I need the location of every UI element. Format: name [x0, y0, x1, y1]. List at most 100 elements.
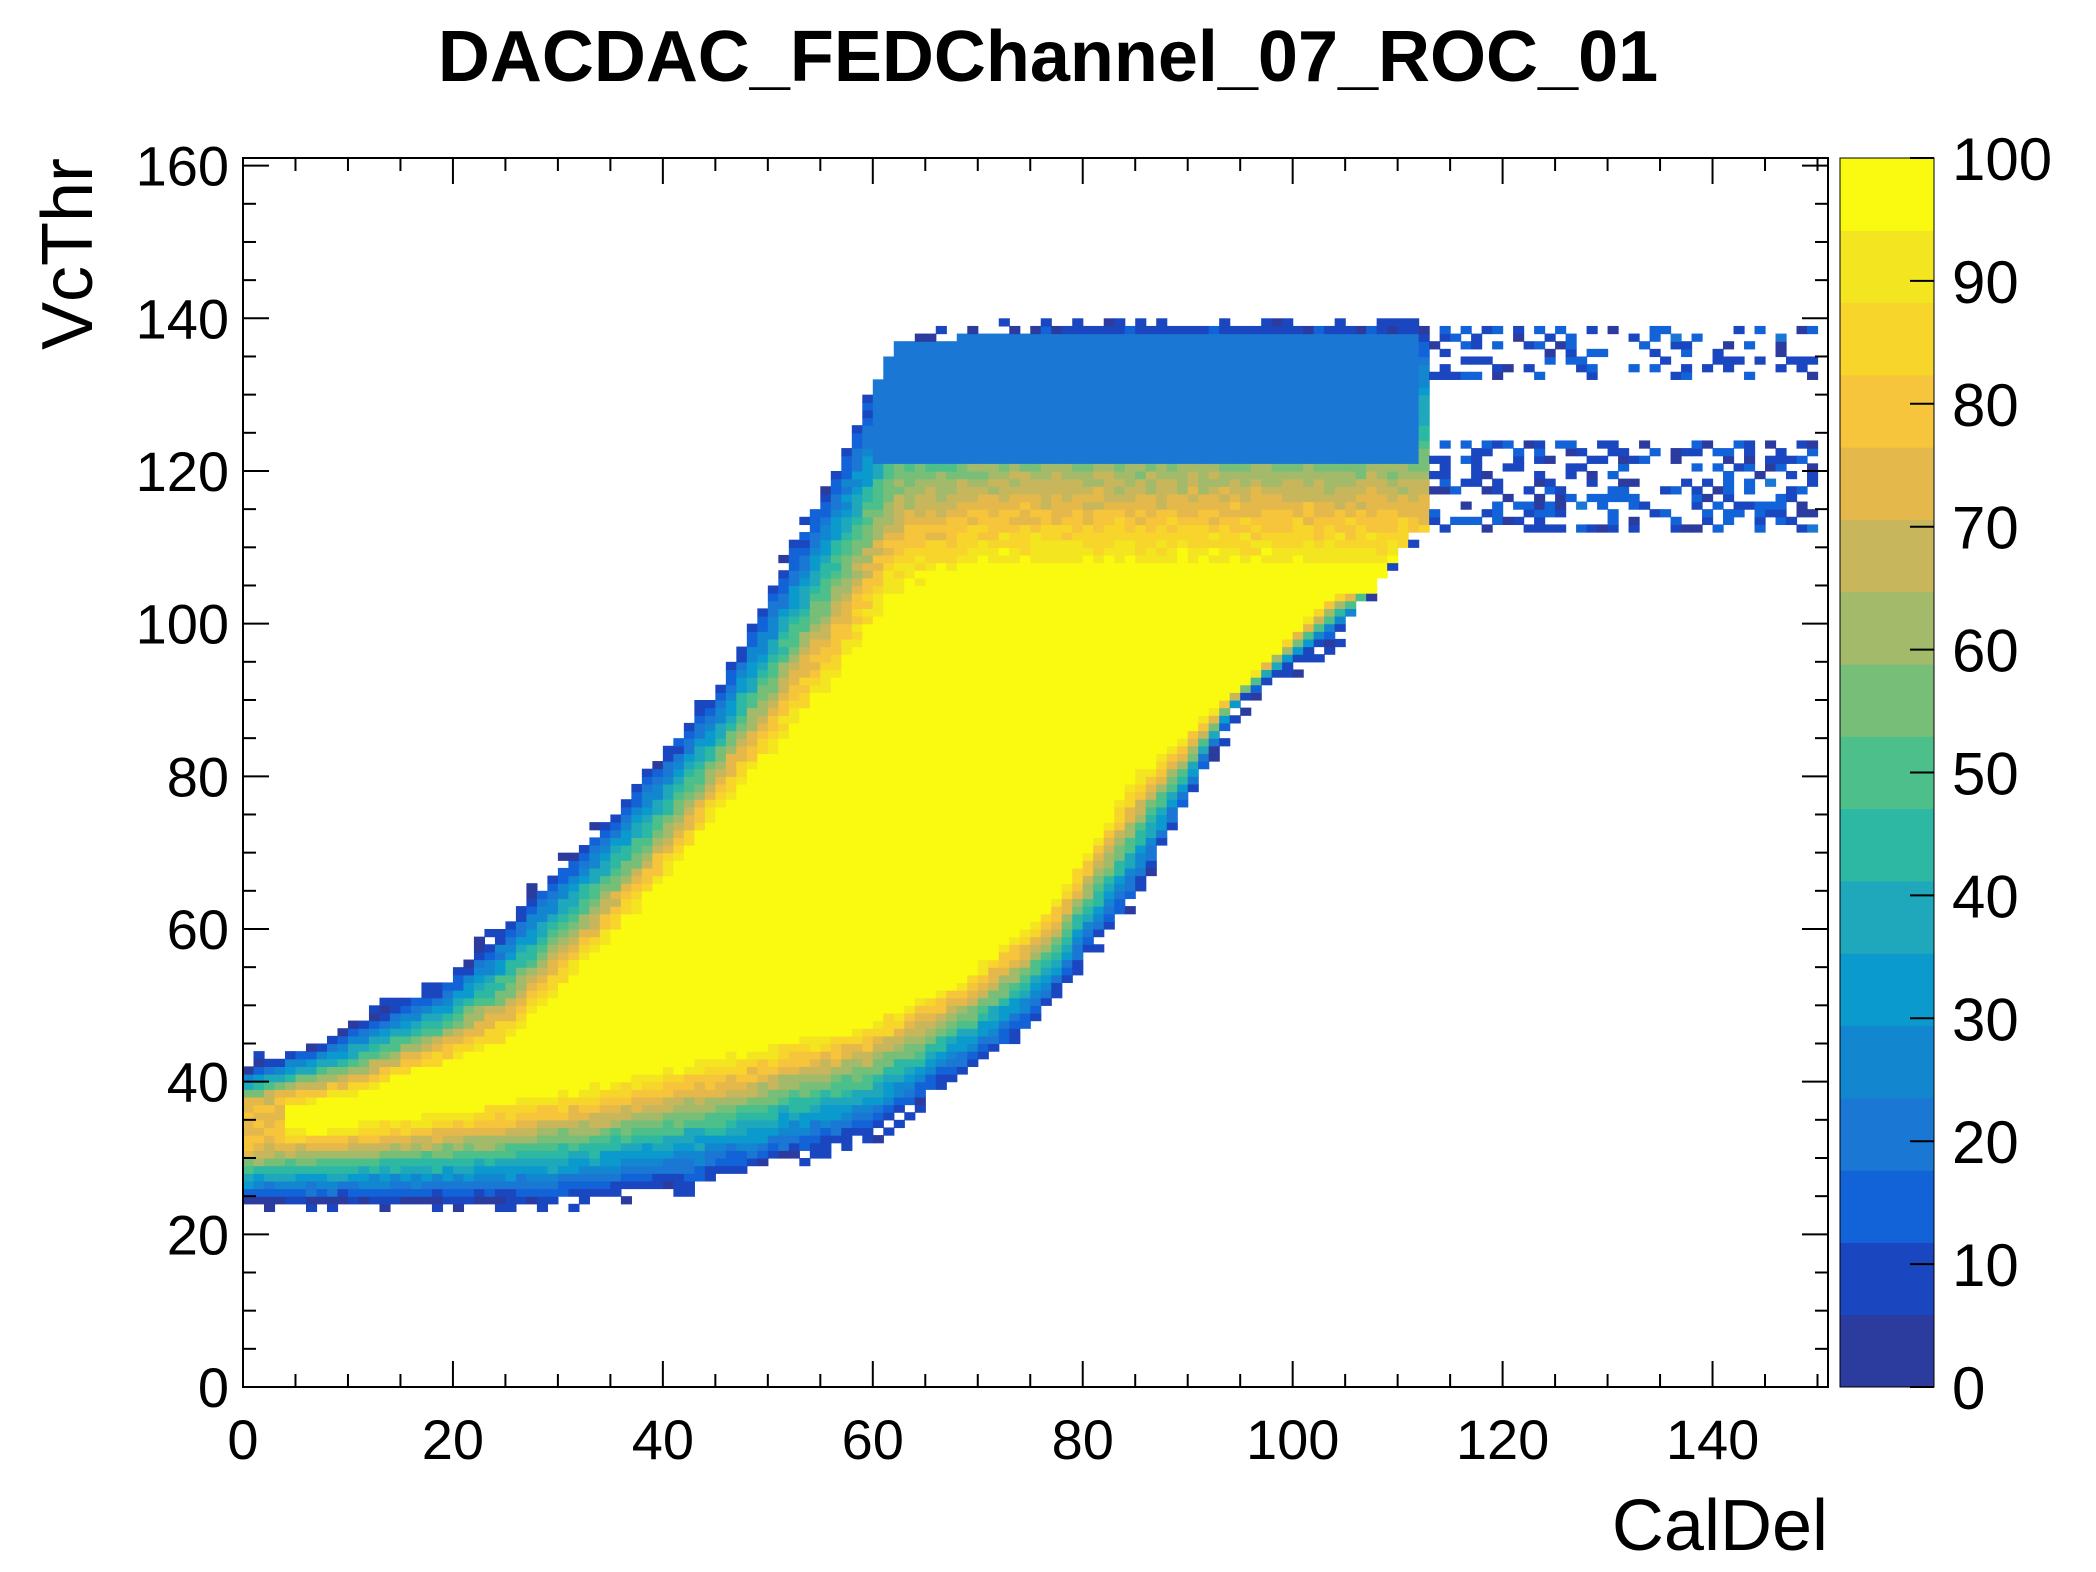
- heatmap-bin: [767, 684, 779, 693]
- heatmap-bin: [946, 982, 958, 991]
- heatmap-bin: [557, 883, 569, 892]
- heatmap-bin: [379, 1119, 391, 1129]
- heatmap-bin: [820, 982, 832, 991]
- heatmap-bin: [274, 1173, 286, 1182]
- heatmap-bin: [841, 753, 853, 762]
- heatmap-bin: [872, 470, 884, 480]
- heatmap-bin: [652, 951, 664, 961]
- heatmap-bin: [704, 1020, 716, 1029]
- heatmap-bin: [694, 799, 706, 808]
- heatmap-bin: [704, 783, 716, 793]
- heatmap-bin: [589, 982, 601, 991]
- heatmap-bin: [557, 913, 569, 922]
- heatmap-bin: [463, 1112, 475, 1121]
- heatmap-bin: [1082, 822, 1094, 831]
- heatmap-bin: [988, 906, 1000, 915]
- heatmap-bin: [967, 600, 979, 609]
- heatmap-bin: [410, 1180, 423, 1190]
- heatmap-bin: [862, 860, 874, 869]
- heatmap-bin: [757, 951, 769, 961]
- heatmap-bin: [694, 699, 706, 709]
- heatmap-bin: [925, 654, 937, 663]
- heatmap-bin: [883, 661, 895, 671]
- heatmap-bin: [557, 1096, 569, 1106]
- heatmap-bin: [841, 875, 853, 884]
- heatmap-bin: [641, 814, 653, 823]
- heatmap-bin: [862, 646, 874, 655]
- heatmap-bin: [820, 1020, 832, 1029]
- heatmap-bin: [1019, 967, 1031, 976]
- heatmap-bin: [956, 623, 968, 632]
- heatmap-bin: [316, 1180, 328, 1190]
- heatmap-bin: [631, 845, 643, 854]
- heatmap-bin: [589, 906, 601, 915]
- heatmap-bin: [841, 776, 853, 785]
- heatmap-bin: [788, 661, 800, 671]
- heatmap-bin: [767, 646, 779, 655]
- heatmap-bin: [967, 470, 979, 480]
- heatmap-bin: [1051, 417, 1063, 426]
- heatmap-bin: [862, 493, 874, 503]
- heatmap-bin: [893, 387, 905, 396]
- heatmap-bin: [305, 1051, 318, 1060]
- heatmap-bin: [547, 1043, 559, 1052]
- heatmap-bin: [883, 402, 895, 411]
- heatmap-bin: [683, 822, 695, 831]
- heatmap-bin: [284, 1051, 297, 1060]
- heatmap-bin: [337, 1051, 349, 1060]
- heatmap-bin: [1040, 990, 1052, 999]
- heatmap-bin: [799, 974, 811, 984]
- heatmap-bin: [673, 1089, 685, 1098]
- heatmap-bin: [547, 1119, 559, 1129]
- heatmap-bin: [956, 478, 968, 487]
- heatmap-bin: [914, 432, 926, 442]
- heatmap-bin: [316, 1058, 328, 1067]
- heatmap-bin: [1103, 921, 1115, 930]
- heatmap-bin: [568, 906, 580, 915]
- heatmap-bin: [547, 1173, 559, 1182]
- heatmap-bin: [778, 806, 790, 816]
- heatmap-bin: [830, 722, 842, 732]
- heatmap-bin: [284, 1180, 297, 1190]
- heatmap-bin: [998, 448, 1010, 457]
- heatmap-bin: [1040, 348, 1052, 358]
- heatmap-bin: [799, 753, 811, 762]
- heatmap-bin: [778, 837, 790, 846]
- heatmap-bin: [883, 1089, 895, 1098]
- heatmap-bin: [326, 1188, 339, 1197]
- heatmap-bin: [1082, 409, 1094, 419]
- heatmap-bin: [683, 1051, 695, 1060]
- heatmap-bin: [568, 1074, 580, 1083]
- heatmap-bin: [610, 1035, 622, 1045]
- heatmap-bin: [925, 806, 937, 816]
- heatmap-bin: [526, 936, 538, 945]
- heatmap-bin: [757, 1051, 769, 1060]
- heatmap-bin: [400, 1180, 412, 1190]
- heatmap-bin: [1019, 875, 1031, 884]
- heatmap-bin: [904, 631, 916, 640]
- heatmap-bin: [1103, 638, 1115, 648]
- heatmap-bin: [641, 967, 653, 976]
- heatmap-bin: [883, 524, 895, 533]
- heatmap-bin: [1072, 577, 1084, 587]
- heatmap-bin: [505, 1043, 517, 1052]
- heatmap-bin: [946, 547, 958, 556]
- heatmap-bin: [925, 585, 937, 594]
- heatmap-bin: [736, 791, 748, 800]
- heatmap-bin: [1030, 677, 1042, 686]
- heatmap-bin: [1019, 585, 1031, 594]
- heatmap-bin: [809, 944, 821, 953]
- heatmap-bin: [830, 1005, 842, 1014]
- heatmap-bin: [557, 982, 569, 991]
- heatmap-bin: [872, 860, 884, 869]
- heatmap-bin: [442, 1035, 454, 1045]
- heatmap-bin: [694, 1089, 706, 1098]
- heatmap-bin: [1009, 448, 1021, 457]
- heatmap-bin: [473, 997, 486, 1006]
- heatmap-bin: [746, 1051, 758, 1060]
- heatmap-bin: [1019, 661, 1031, 671]
- heatmap-bin: [1030, 325, 1042, 335]
- heatmap-bin: [1040, 730, 1052, 739]
- heatmap-bin: [610, 1127, 622, 1136]
- heatmap-bin: [862, 730, 874, 739]
